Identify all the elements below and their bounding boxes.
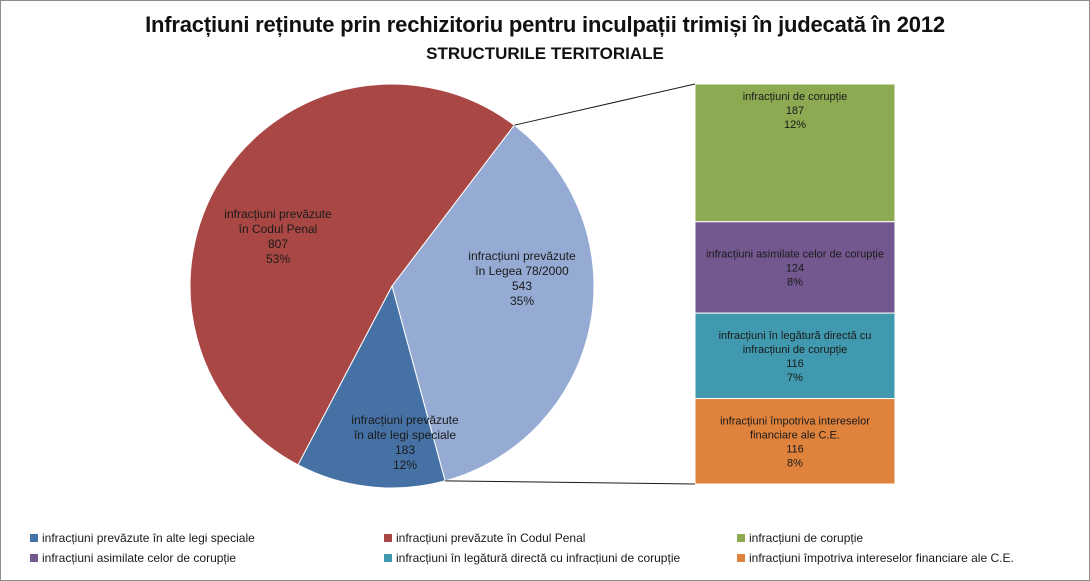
bar-percent-infractiuni-impotriva-intereselor-financiare-ale-c-e: 8% — [787, 457, 803, 469]
bar-label-infractiuni-asimilate-celor-de-coruptie: infracțiuni asimilate celor de corupție — [706, 248, 884, 260]
legend-item-infractiuni-prevazute-in-codul-penal: infracțiuni prevăzute în Codul Penal — [384, 531, 585, 545]
bar-segment-infractiuni-asimilate-celor-de-coruptie — [694, 221, 896, 314]
chart-legend: infracțiuni prevăzute în alte legi speci… — [0, 528, 1090, 574]
legend-label: infracțiuni asimilate celor de corupție — [42, 551, 237, 565]
bar-label-infractiuni-in-legatura-directa-cu-infractiuni-de-coruptie: infracțiuni în legătură directă cu — [719, 330, 872, 342]
bar-percent-infractiuni-de-coruptie: 12% — [784, 119, 806, 131]
bar-segment-infractiuni-de-coruptie — [694, 83, 896, 223]
connector-line-top — [514, 83, 696, 126]
pie-slice-infractiuni-prevazute-in-legea-78-2000 — [391, 124, 595, 482]
pie-label-infractiuni-prevazute-in-codul-penal: în Codul Penal — [238, 222, 318, 236]
legend-swatch — [384, 554, 392, 562]
connector-line-bottom — [445, 480, 696, 485]
legend-item-infractiuni-asimilate-celor-de-coruptie: infracțiuni asimilate celor de corupție — [30, 551, 236, 565]
bar-value-infractiuni-de-coruptie: 187 — [786, 105, 804, 117]
legend-swatch — [737, 534, 745, 542]
legend-swatch — [30, 554, 38, 562]
legend-item-infractiuni-de-coruptie: infracțiuni de corupție — [737, 531, 863, 545]
bar-value-infractiuni-impotriva-intereselor-financiare-ale-c-e: 116 — [786, 443, 804, 455]
chart-subtitle: STRUCTURILE TERITORIALE — [426, 44, 664, 63]
legend-label: infracțiuni împotriva intereselor financ… — [749, 551, 1014, 565]
legend-swatch — [30, 534, 38, 542]
legend-label: infracțiuni în legătură directă cu infra… — [396, 551, 681, 565]
pie-percent-infractiuni-prevazute-in-legea-78-2000: 35% — [510, 294, 534, 308]
bar-label-infractiuni-in-legatura-directa-cu-infractiuni-de-coruptie: infracțiuni de corupție — [743, 344, 848, 356]
legend-item-infractiuni-in-legatura-directa-cu-infractiuni-de-coruptie: infracțiuni în legătură directă cu infra… — [384, 551, 680, 565]
legend-label: infracțiuni prevăzute în alte legi speci… — [42, 531, 255, 545]
pie-slice-infractiuni-prevazute-in-alte-legi-speciale — [297, 284, 446, 489]
bar-segment-infractiuni-in-legatura-directa-cu-infractiuni-de-coruptie — [694, 312, 896, 400]
pie-label-infractiuni-prevazute-in-codul-penal: infracțiuni prevăzute — [224, 207, 332, 221]
pie-label-infractiuni-prevazute-in-alte-legi-speciale: infracțiuni prevăzute — [351, 413, 459, 427]
chart-title: Infracțiuni reținute prin rechizitoriu p… — [145, 12, 945, 37]
legend-label: infracțiuni de corupție — [749, 531, 864, 545]
legend-label: infracțiuni prevăzute în Codul Penal — [396, 531, 586, 545]
bar-value-infractiuni-asimilate-celor-de-coruptie: 124 — [786, 262, 804, 274]
pie-value-infractiuni-prevazute-in-legea-78-2000: 543 — [512, 279, 532, 293]
pie-slice-infractiuni-prevazute-in-codul-penal — [189, 83, 515, 466]
legend-swatch — [737, 554, 745, 562]
bar-percent-infractiuni-in-legatura-directa-cu-infractiuni-de-coruptie: 7% — [787, 372, 803, 384]
legend-item-infractiuni-impotriva-intereselor-financiare-ale-c-e: infracțiuni împotriva intereselor financ… — [737, 551, 1014, 565]
bar-label-infractiuni-de-coruptie: infracțiuni de corupție — [743, 91, 848, 103]
bar-label-infractiuni-impotriva-intereselor-financiare-ale-c-e: financiare ale C.E. — [750, 429, 840, 441]
bar-value-infractiuni-in-legatura-directa-cu-infractiuni-de-coruptie: 116 — [786, 358, 804, 370]
pie-label-infractiuni-prevazute-in-legea-78-2000: în Legea 78/2000 — [474, 264, 569, 278]
legend-item-infractiuni-prevazute-in-alte-legi-speciale: infracțiuni prevăzute în alte legi speci… — [30, 531, 255, 545]
pie-value-infractiuni-prevazute-in-codul-penal: 807 — [268, 237, 288, 251]
pie-percent-infractiuni-prevazute-in-alte-legi-speciale: 12% — [393, 458, 417, 472]
bar-segment-infractiuni-impotriva-intereselor-financiare-ale-c-e — [694, 398, 896, 485]
pie-value-infractiuni-prevazute-in-alte-legi-speciale: 183 — [395, 443, 415, 457]
pie-label-infractiuni-prevazute-in-alte-legi-speciale: în alte legi speciale — [353, 428, 456, 442]
legend-swatch — [384, 534, 392, 542]
pie-label-infractiuni-prevazute-in-legea-78-2000: infracțiuni prevăzute — [468, 249, 576, 263]
bar-label-infractiuni-impotriva-intereselor-financiare-ale-c-e: infracțiuni împotriva intereselor — [720, 415, 870, 427]
bar-percent-infractiuni-asimilate-celor-de-coruptie: 8% — [787, 276, 803, 288]
pie-percent-infractiuni-prevazute-in-codul-penal: 53% — [266, 252, 290, 266]
